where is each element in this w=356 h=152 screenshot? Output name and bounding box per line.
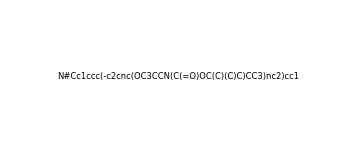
Text: N#Cc1ccc(-c2cnc(OC3CCN(C(=O)OC(C)(C)C)CC3)nc2)cc1: N#Cc1ccc(-c2cnc(OC3CCN(C(=O)OC(C)(C)C)CC…: [57, 71, 299, 81]
